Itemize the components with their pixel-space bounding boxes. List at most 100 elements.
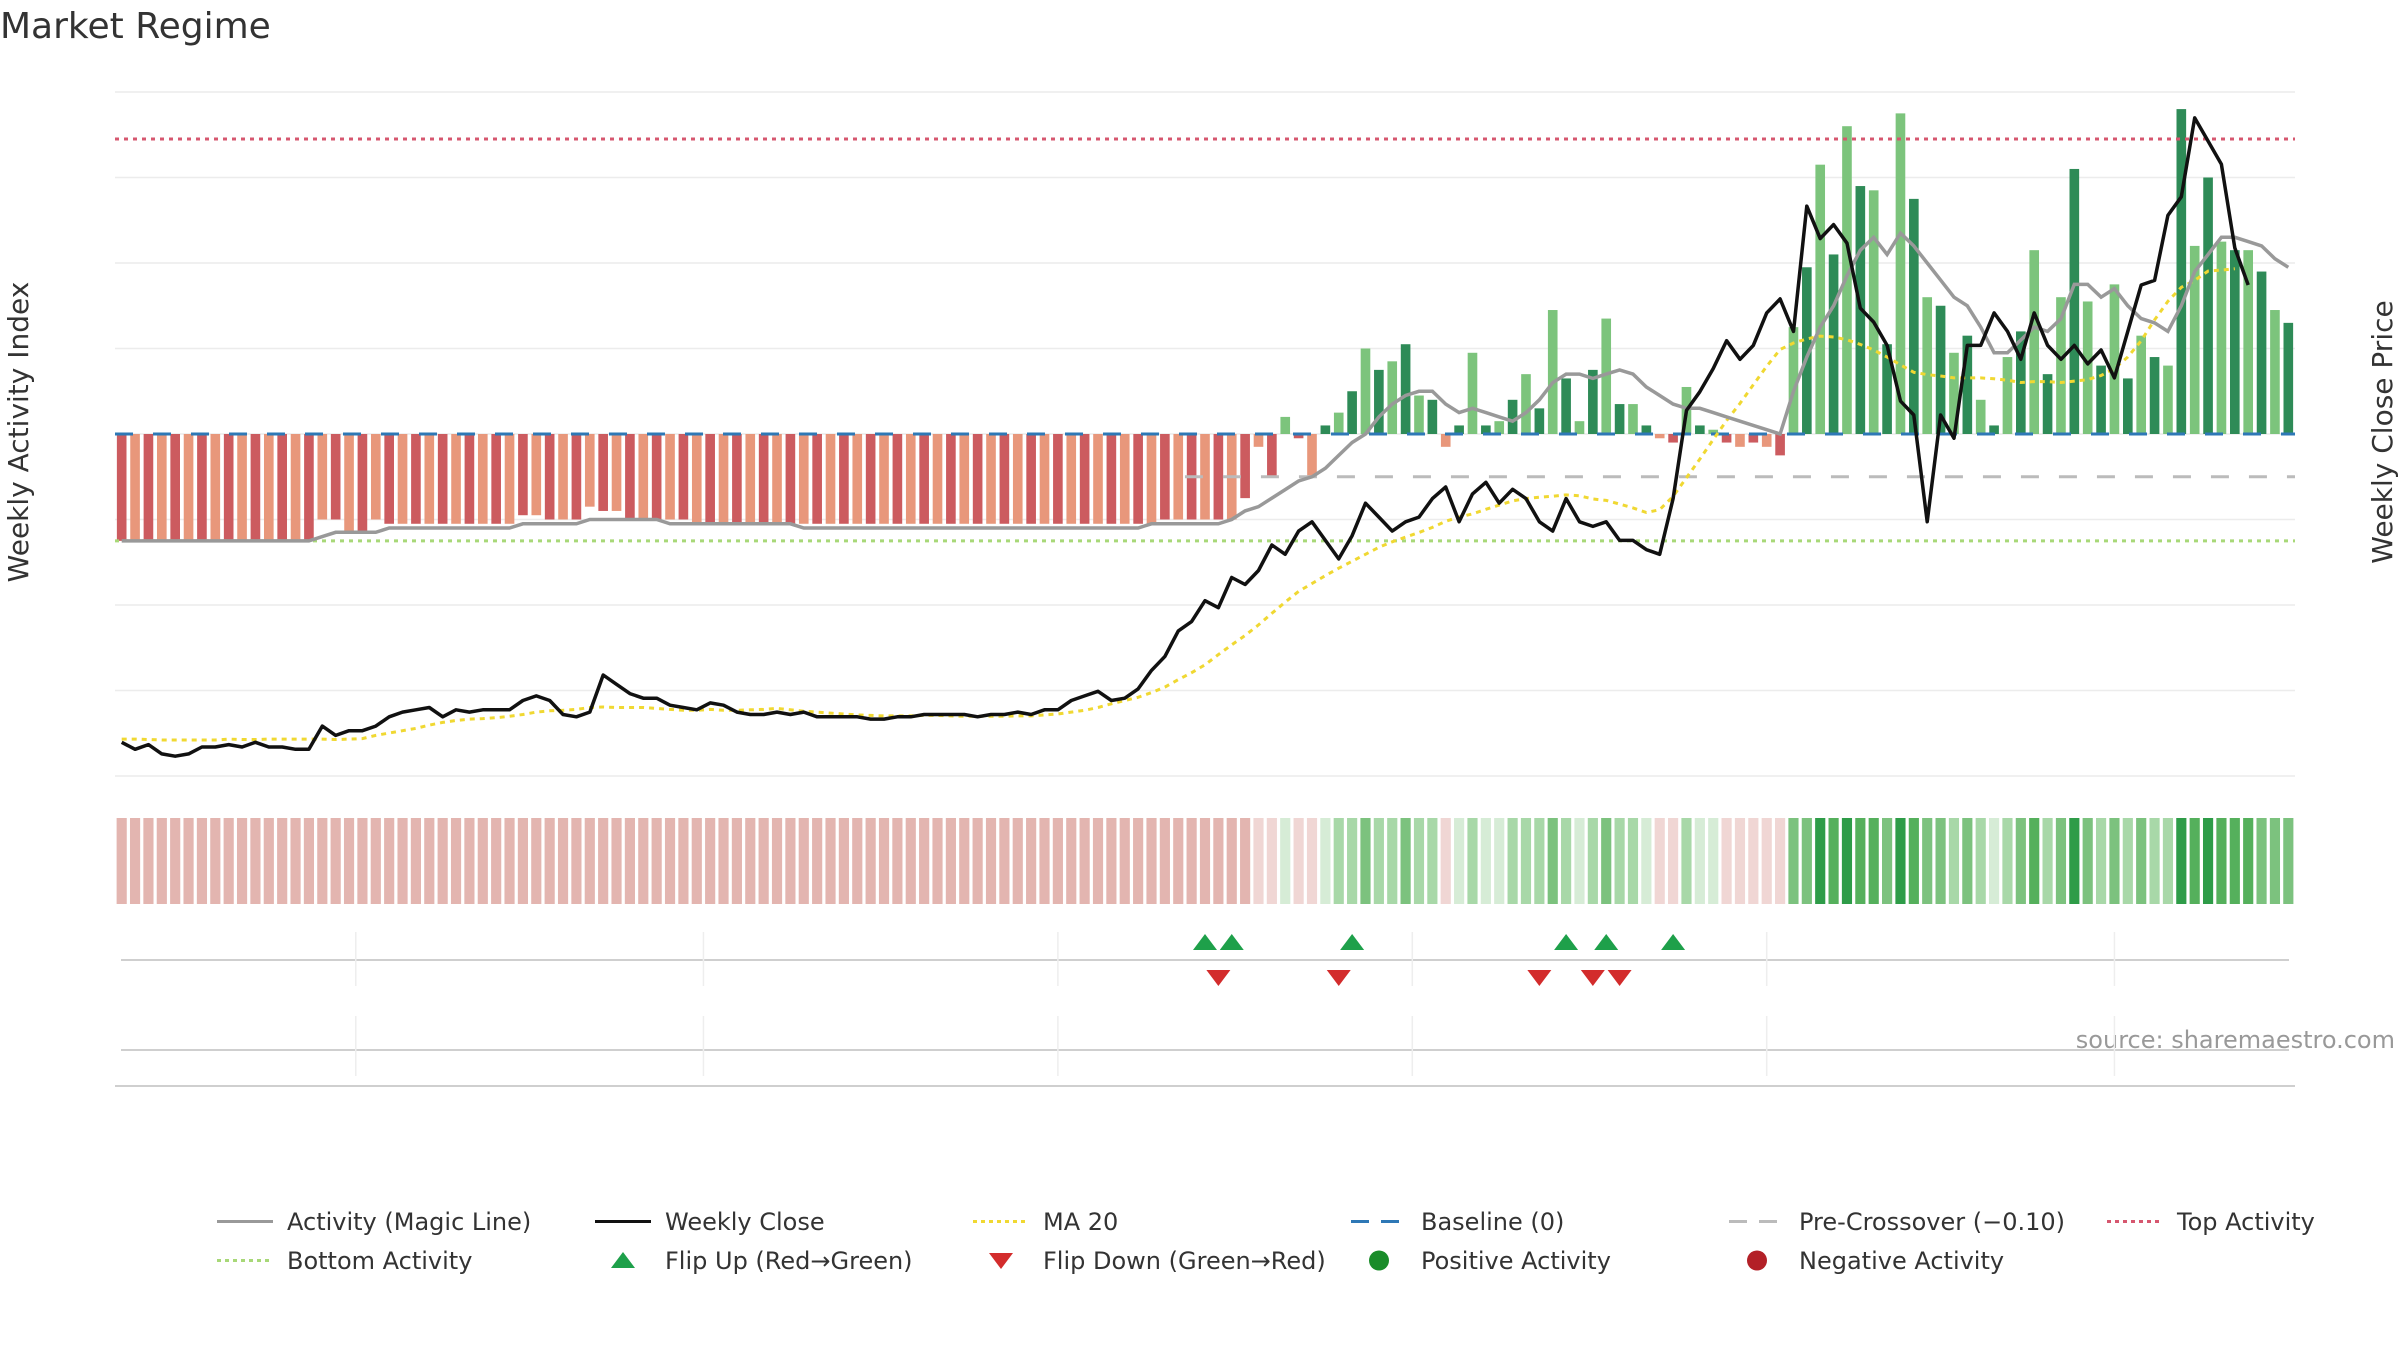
regime-strip-cell [1815,818,1826,904]
activity-bar [2216,241,2227,434]
regime-strip-cell [1734,818,1746,904]
regime-strip-cell [2109,818,2120,904]
activity-bar [1133,434,1143,524]
regime-strip-cell [651,818,662,904]
activity-bar [1253,434,1264,447]
regime-strip-cell [1668,818,1679,904]
activity-bar [1775,434,1785,456]
regime-strip-cell [2136,818,2147,904]
regime-strip-cell [852,818,863,904]
regime-strip-cell [1828,818,1839,904]
regime-strip-cell [1641,818,1652,904]
activity-bar [999,434,1010,524]
activity-bar [571,434,582,520]
regime-strip-cell [1935,818,1946,904]
regime-strip-cell [932,818,943,904]
regime-strip-cell [1601,818,1612,904]
regime-strip-cell [491,818,502,904]
activity-bar [223,434,234,541]
flip-up-marker [1219,934,1244,950]
activity-bar [825,434,836,524]
activity-bar [464,434,475,524]
regime-strip-cell [1079,818,1090,904]
regime-strip-cell [183,818,194,904]
activity-bar [705,434,715,524]
regime-strip-cell [691,818,702,904]
activity-bar [344,434,354,533]
activity-bar [156,434,167,541]
activity-bar [638,434,649,520]
regime-strip-cell [2015,818,2026,904]
activity-bar [785,434,796,524]
regime-strip-cell [1775,818,1786,904]
activity-bar [1654,434,1665,439]
activity-bar [798,434,809,524]
regime-strip-cell [825,818,836,904]
activity-bar [2029,250,2040,434]
activity-bar [143,434,154,541]
activity-bar [504,434,515,524]
regime-strip-cell [517,818,528,904]
regime-strip-cell [999,818,1010,904]
regime-strip-cell [277,818,288,904]
legend-label: Flip Up (Red→Green) [665,1246,913,1275]
regime-strip-cell [1855,818,1866,904]
regime-strip-cell [1092,818,1104,904]
legend-symbol-line [217,1220,273,1223]
activity-bar [197,434,207,541]
activity-bar [772,434,782,524]
flip-down-marker [1607,970,1632,986]
activity-bar [1039,434,1050,524]
flip-up-marker [1661,934,1686,950]
activity-bar [2203,177,2213,434]
regime-strip-cell [1681,818,1692,904]
regime-strip-cell [424,818,435,904]
activity-bar [1119,434,1130,524]
activity-bar [2149,357,2160,434]
regime-strip-cell [838,818,849,904]
regime-strip-cell [2162,818,2174,904]
regime-strip-cell [731,818,742,904]
regime-strip-cell [557,818,569,904]
regime-strip-cell [1494,818,1505,904]
activity-bar [1481,425,1491,434]
regime-strip-cell [143,818,154,904]
regime-strip-cell [397,818,408,904]
regime-strip-cell [771,818,783,904]
regime-strip-cell [1413,818,1425,904]
legend-symbol-dotted [2107,1220,2163,1223]
regime-strip-cell [1173,818,1184,904]
activity-bar [584,434,595,507]
legend-item: Top Activity [2105,1208,2400,1236]
activity-bar [1200,434,1210,520]
regime-strip-cell [464,818,475,904]
activity-bar [1454,425,1464,434]
activity-bar [932,434,943,524]
legend-item: Positive Activity [1349,1247,1727,1275]
activity-bar [1307,434,1317,477]
regime-strip-cell [678,818,689,904]
activity-bar [879,434,889,524]
regime-strip-cell [664,818,676,904]
activity-bar [277,434,287,541]
flip-up-marker [1193,934,1217,950]
activity-bar [2189,245,2200,434]
regime-strip-cell [303,818,315,904]
regime-strip-cell [2216,818,2227,904]
regime-strip-cell [638,818,649,904]
regime-strip-cell [317,818,328,904]
regime-strip-cell [290,818,301,904]
regime-strip-cell [2229,818,2240,904]
regime-strip-cell [892,818,903,904]
flip-down-marker [1206,970,1231,986]
activity-bar [1173,434,1184,520]
regime-strip-cell [1400,818,1411,904]
activity-bar [2163,365,2173,434]
activity-bar [1561,378,1571,434]
regime-strip-cell [2269,818,2281,904]
activity-bar [1695,425,1705,434]
legend: Activity (Magic Line) Weekly Close MA 20 Ba… [215,1207,2375,1275]
legend-label: Activity (Magic Line) [287,1207,532,1236]
activity-bar [544,434,555,520]
activity-bar [839,434,849,524]
